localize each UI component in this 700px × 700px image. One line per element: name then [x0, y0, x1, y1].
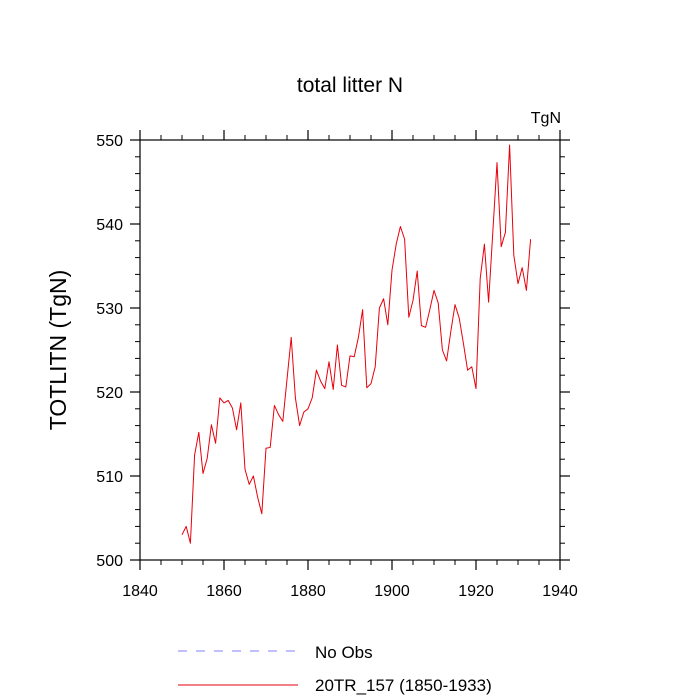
y-tick-label: 500 — [96, 553, 123, 570]
x-tick-labels: 1840 1860 1880 1900 1920 1940 — [122, 583, 578, 600]
legend-label-no-obs: No Obs — [315, 643, 373, 662]
x-tick-label: 1920 — [458, 583, 494, 600]
chart-title: total litter N — [297, 74, 403, 97]
y-tick-label: 520 — [96, 385, 123, 402]
y-axis-label: TOTLITN (TgN) — [45, 270, 71, 431]
y-tick-label: 530 — [96, 301, 123, 318]
plot-frame — [139, 139, 561, 561]
legend: No Obs 20TR_157 (1850-1933) — [178, 643, 492, 695]
y-tick-labels: 500 510 520 530 540 550 — [96, 133, 123, 570]
y-tick-label: 510 — [96, 469, 123, 486]
x-tick-label: 1880 — [290, 583, 326, 600]
units-label: TgN — [531, 110, 561, 127]
series-lines — [181, 144, 532, 544]
ticks — [130, 130, 570, 570]
legend-label-20tr-157: 20TR_157 (1850-1933) — [315, 676, 492, 695]
x-tick-label: 1860 — [206, 583, 242, 600]
y-tick-label: 540 — [96, 217, 123, 234]
series-line — [181, 144, 532, 544]
y-tick-label: 550 — [96, 133, 123, 150]
x-tick-label: 1840 — [122, 583, 158, 600]
x-tick-label: 1900 — [374, 583, 410, 600]
x-tick-label: 1940 — [542, 583, 578, 600]
